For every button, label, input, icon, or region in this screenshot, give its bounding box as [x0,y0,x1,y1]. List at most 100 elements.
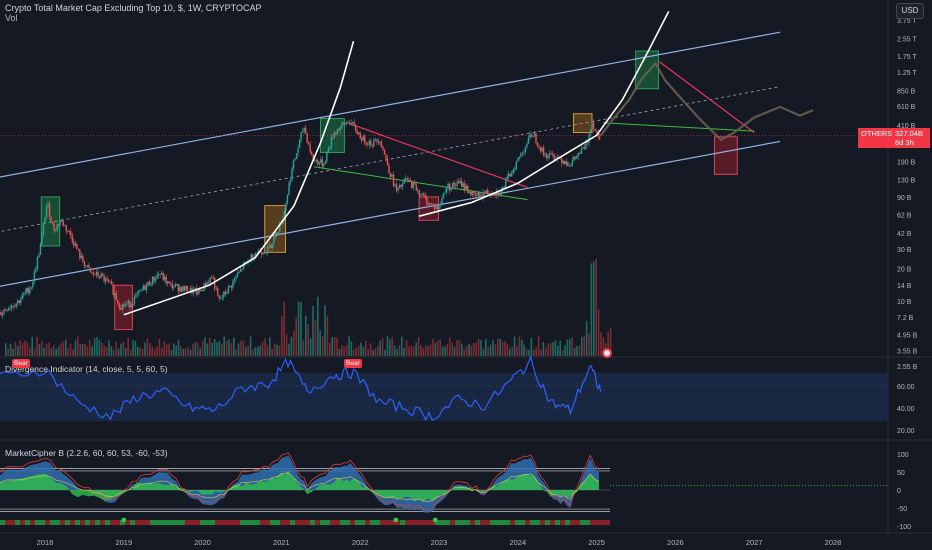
volume-bar [434,342,437,356]
candle-body [564,160,566,165]
candle-body [333,132,336,138]
candle-body [162,272,164,280]
candle-body [195,288,198,295]
candle-body [306,133,308,143]
candle-body [135,294,137,298]
candle-body [65,225,67,231]
divergence-axis-tick: 60.00 [897,384,915,391]
mc-momentum-cell [95,520,100,525]
candle-body [504,180,507,188]
volume-bar [137,346,139,356]
volume-bar [81,343,84,356]
candle-body [518,156,521,159]
mc-momentum-cell [335,520,340,525]
candle-body [194,288,196,290]
candle-body [168,281,170,283]
mc-momentum-cell [160,520,165,525]
candle-body [79,249,81,259]
volume-bar [432,338,434,356]
candle-body [461,180,463,187]
volume-bar [77,336,79,356]
support-line [603,122,755,132]
candle-body [468,191,471,194]
candle-body [218,296,220,299]
volume-bar [187,347,189,356]
candle-body [361,138,363,141]
candle-body [206,282,208,287]
volume-bar [129,349,132,356]
volume-bar [245,347,247,356]
volume-bar [458,339,461,356]
candle-body [447,184,449,189]
candle-body [488,193,490,195]
candle-body [3,309,5,313]
volume-bar [194,342,197,356]
candle-body [526,143,528,148]
volume-bar [369,343,372,356]
volume-bar [283,301,285,356]
candle-body [88,264,90,269]
volume-bar [285,334,288,356]
volume-bar [439,339,441,356]
candle-body [394,184,396,186]
mc-momentum-cell [515,520,520,525]
mc-momentum-cell [550,520,555,525]
volume-bar [122,341,125,356]
volume-bar [489,344,492,356]
highlight-box-red [713,136,738,175]
candle-body [589,129,592,134]
time-axis-tick: 2026 [667,538,684,547]
candle-body [198,289,201,292]
mc-momentum-cell [0,520,5,525]
volume-bar [480,340,482,356]
mc-momentum-cell [500,520,505,525]
mc-momentum-cell [45,520,50,525]
volume-bar [312,305,314,356]
mc-axis-tick: 100 [897,452,909,459]
candle-body [85,265,87,267]
price-axis-tick: 610 B [897,104,916,111]
volume-bar [98,339,101,356]
candle-body [89,268,92,273]
volume-bar [271,348,273,356]
candle-body [442,193,445,199]
candle-body [57,224,60,226]
candle-body [217,288,219,297]
candle-body [106,278,108,280]
candle-body [97,271,99,277]
candle-body [427,204,430,206]
candle-body [315,159,317,161]
candle-body [414,182,416,185]
candle-body [347,122,349,124]
time-axis-tick: 2028 [825,538,842,547]
volume-bar [590,263,593,356]
mc-momentum-cell [165,520,170,525]
mc-momentum-cell [605,520,610,525]
mc-momentum-cell [585,520,590,525]
volume-bar [324,304,326,356]
candle-body [233,278,236,282]
candle-body [250,254,252,262]
mc-momentum-cell [525,520,530,525]
candle-body [165,276,167,284]
mc-momentum-cell [520,520,525,525]
candle-body [144,285,146,291]
candle-body [294,158,296,161]
mc-momentum-cell [280,520,285,525]
candle-body [570,165,572,167]
candle-body [15,303,17,307]
parabolic-curve [418,11,670,217]
volume-bar [237,343,240,356]
candle-body [351,121,354,123]
candle-body [353,121,355,126]
volume-bar [396,349,398,356]
price-axis-tick: 14 B [897,283,912,290]
chart-title: Crypto Total Market Cap Excluding Top 10… [5,3,262,13]
candle-body [291,168,293,180]
price-axis-tick: 3.55 B [897,348,918,355]
volume-bar [345,345,348,356]
volume-bar [398,344,401,356]
candle-body [592,122,595,130]
currency-button[interactable]: USD [896,3,924,19]
